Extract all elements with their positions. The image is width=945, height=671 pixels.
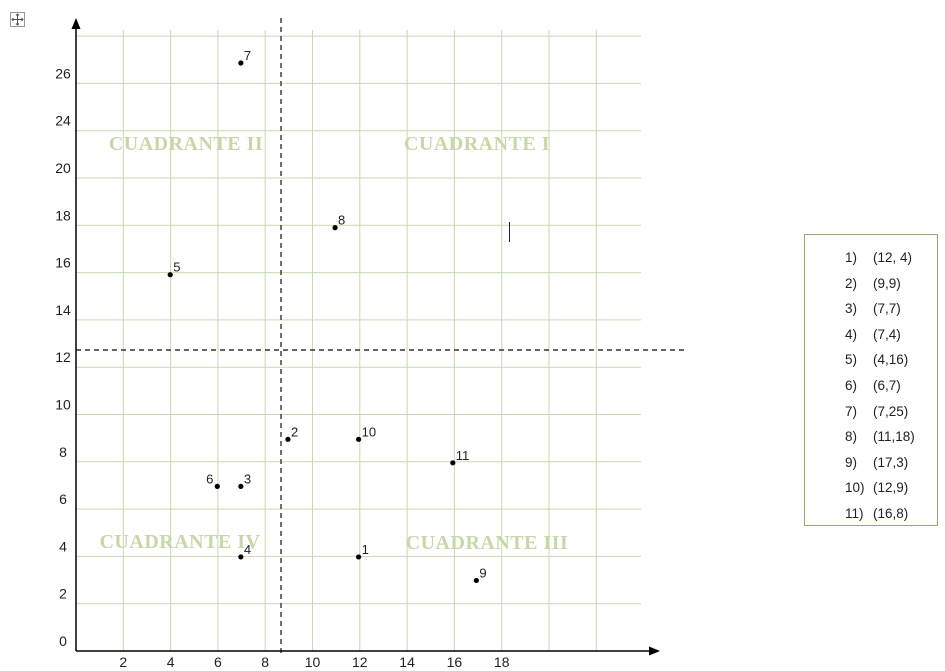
data-point bbox=[356, 436, 362, 442]
legend-item-number: 11) bbox=[845, 505, 864, 521]
legend-item-number: 7) bbox=[845, 403, 858, 419]
legend-item-number: 6) bbox=[845, 377, 858, 393]
legend-item-coords: (12,9) bbox=[873, 480, 909, 496]
move-handle-icon[interactable] bbox=[10, 12, 25, 27]
legend-item-coords: (7,4) bbox=[873, 326, 901, 342]
legend-item-number: 9) bbox=[845, 454, 858, 470]
y-tick-label: 10 bbox=[55, 397, 71, 413]
legend-item: 6) (6,7) bbox=[845, 373, 937, 399]
legend-item: 3) (7,7) bbox=[845, 296, 937, 322]
y-tick-label: 20 bbox=[55, 160, 71, 176]
data-point bbox=[332, 225, 338, 231]
quadrant-label: CUADRANTE II bbox=[109, 133, 263, 155]
point-label: 3 bbox=[244, 471, 251, 486]
point-label: 9 bbox=[479, 565, 486, 580]
point-label: 10 bbox=[362, 424, 376, 439]
quadrant-label: CUADRANTE IV bbox=[99, 531, 260, 553]
data-point bbox=[238, 60, 244, 66]
coordinates-legend: 1) (12, 4) 2) (9,9) 3) (7,7) 4) (7,4) 5) (4,16) 6)… bbox=[804, 234, 938, 526]
x-tick-label: 14 bbox=[399, 654, 415, 670]
x-tick-label: 10 bbox=[305, 654, 321, 670]
legend-item-number: 2) bbox=[845, 275, 858, 291]
y-tick-label: 0 bbox=[59, 633, 67, 649]
legend-item-number: 10) bbox=[845, 480, 865, 496]
x-axis-arrow bbox=[649, 646, 660, 656]
data-point bbox=[167, 272, 173, 278]
point-label: 11 bbox=[456, 448, 470, 463]
y-tick-label: 12 bbox=[55, 349, 71, 365]
legend-item: 2) (9,9) bbox=[845, 271, 937, 297]
legend-item-coords: (11,18) bbox=[873, 429, 915, 445]
x-tick-label: 18 bbox=[494, 654, 510, 670]
legend-item: 1) (12, 4) bbox=[845, 245, 937, 271]
legend-item-coords: (4,16) bbox=[873, 352, 909, 368]
grid bbox=[75, 30, 641, 652]
legend-item-number: 5) bbox=[845, 352, 858, 368]
x-tick-label: 12 bbox=[352, 654, 368, 670]
x-tick-label: 8 bbox=[261, 654, 269, 670]
legend-item-coords: (7,7) bbox=[873, 301, 901, 317]
legend-item: 9) (17,3) bbox=[845, 450, 937, 476]
y-tick-label: 18 bbox=[55, 207, 71, 223]
legend-item-coords: (12, 4) bbox=[873, 250, 913, 265]
x-tick-label: 2 bbox=[119, 654, 127, 670]
y-tick-label: 16 bbox=[55, 255, 71, 271]
legend-item-coords: (17,3) bbox=[873, 454, 909, 470]
x-tick-label: 16 bbox=[447, 654, 463, 670]
legend-item-coords: (9,9) bbox=[873, 275, 901, 291]
legend-item: 11) (16,8) bbox=[845, 501, 937, 527]
point-label: 6 bbox=[206, 471, 213, 486]
data-point bbox=[473, 577, 479, 584]
y-tick-label: 14 bbox=[55, 302, 71, 318]
point-label: 7 bbox=[244, 48, 251, 63]
point-label: 8 bbox=[338, 213, 345, 228]
point-label: 1 bbox=[362, 542, 369, 557]
text-cursor bbox=[509, 222, 510, 242]
data-point bbox=[238, 554, 244, 560]
quadrant-label: CUADRANTE I bbox=[404, 133, 550, 155]
quadrant-labels: CUADRANTE I CUADRANTE II CUADRANTE III CUAD… bbox=[99, 133, 569, 554]
y-tick-label: 2 bbox=[59, 586, 67, 602]
data-point bbox=[450, 460, 456, 466]
point-label: 4 bbox=[244, 542, 251, 557]
legend-item-number: 3) bbox=[845, 301, 858, 317]
axes bbox=[71, 18, 660, 656]
legend-item-number: 8) bbox=[845, 429, 858, 445]
legend-item-coords: (6,7) bbox=[873, 377, 901, 393]
legend-item-coords: (16,8) bbox=[873, 505, 909, 521]
quadrant-label: CUADRANTE III bbox=[406, 532, 569, 554]
y-tick-label: 4 bbox=[59, 538, 67, 554]
point-label: 5 bbox=[173, 260, 180, 275]
y-tick-label: 8 bbox=[59, 444, 67, 460]
legend-item: 8) (11,18) bbox=[845, 424, 937, 450]
y-tick-label: 24 bbox=[55, 113, 71, 129]
data-point bbox=[285, 436, 291, 442]
legend-item-coords: (7,25) bbox=[873, 403, 909, 419]
legend-item-number: 1) bbox=[845, 250, 858, 265]
quadrant-dividers bbox=[76, 18, 686, 655]
legend-list: 1) (12, 4) 2) (9,9) 3) (7,7) 4) (7,4) 5) (4,16) 6)… bbox=[805, 235, 937, 527]
y-tick-label: 6 bbox=[59, 491, 67, 507]
data-point bbox=[214, 483, 220, 489]
data-point bbox=[238, 483, 244, 489]
point-label: 2 bbox=[291, 424, 298, 439]
y-tick-label: 26 bbox=[55, 65, 71, 81]
legend-item: 4) (7,4) bbox=[845, 322, 937, 348]
legend-item-number: 4) bbox=[845, 326, 858, 342]
data-points: 1 2 3 4 5 6 7 8 9 10 11 bbox=[167, 48, 487, 584]
legend-item: 5) (4,16) bbox=[845, 347, 937, 373]
x-tick-label: 4 bbox=[167, 654, 175, 670]
y-axis-arrow bbox=[71, 18, 81, 29]
legend-item: 10) (12,9) bbox=[845, 475, 937, 501]
legend-item: 7) (7,25) bbox=[845, 399, 937, 425]
data-point bbox=[356, 554, 362, 560]
x-tick-label: 6 bbox=[214, 654, 222, 670]
